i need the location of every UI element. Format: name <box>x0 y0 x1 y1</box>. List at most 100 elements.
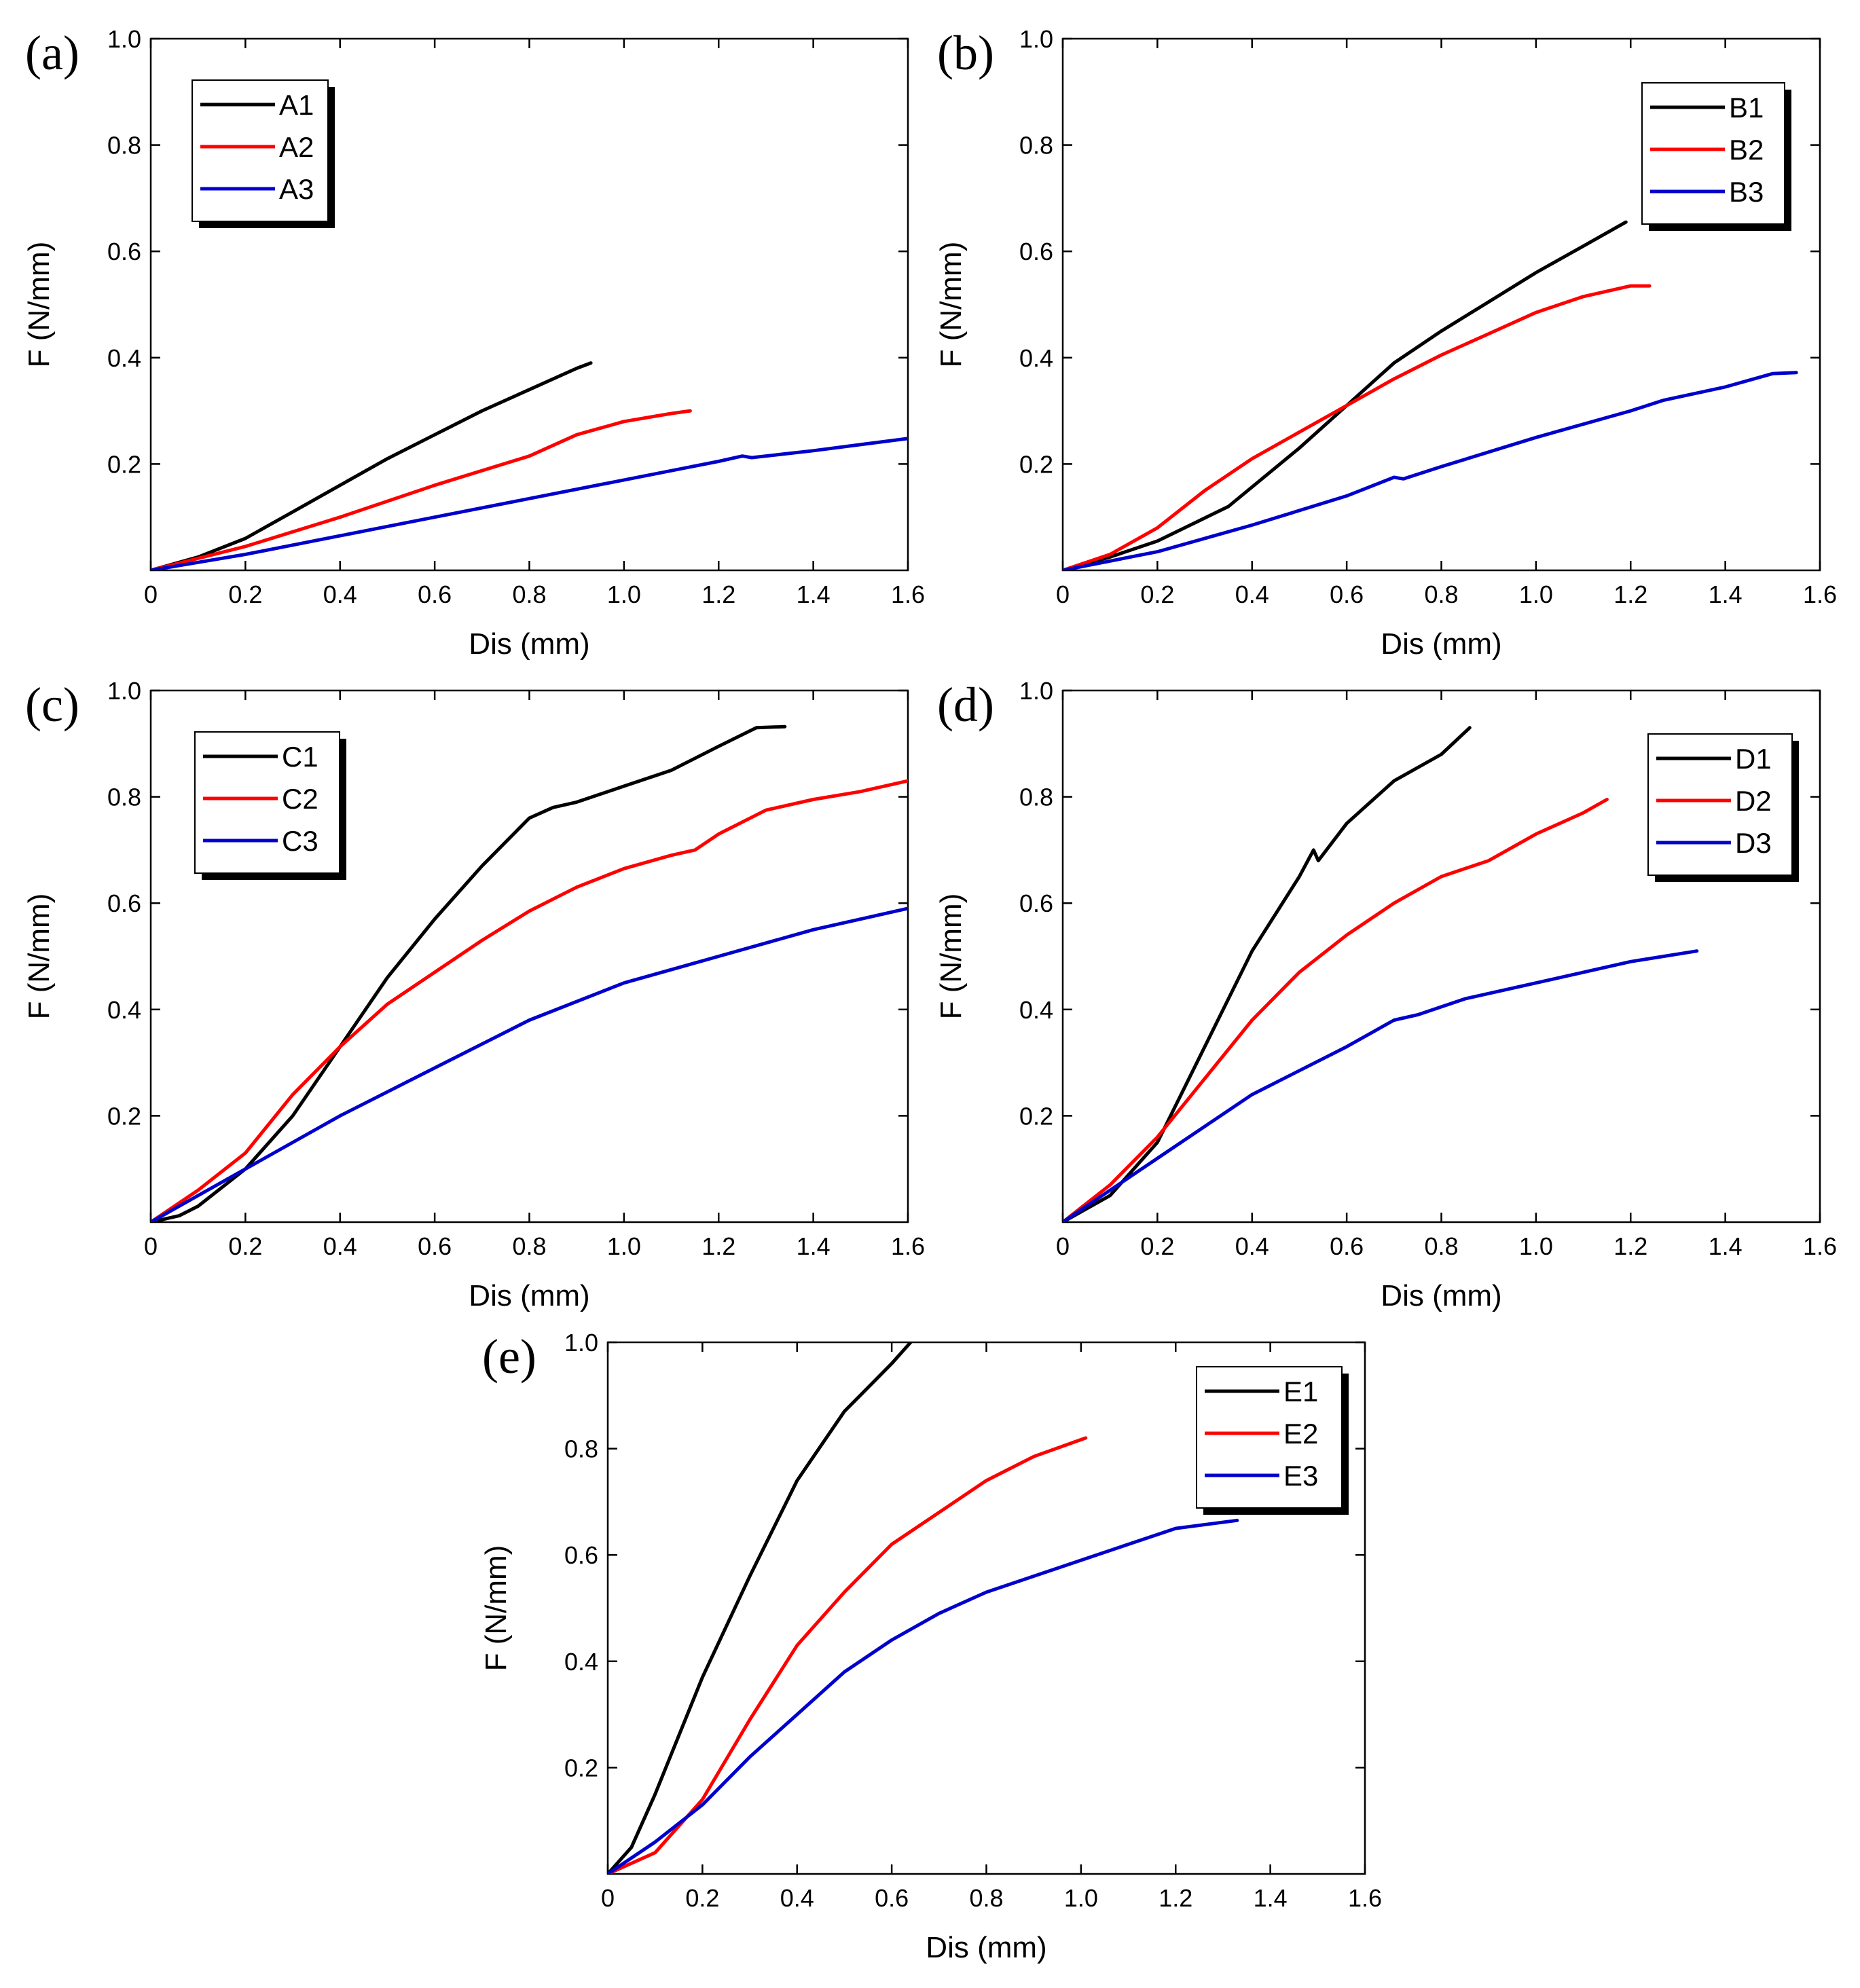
x-tick-label: 0.8 <box>1424 581 1458 608</box>
x-tick-label: 0 <box>144 1232 158 1260</box>
x-tick-label: 1.4 <box>797 581 831 608</box>
panel-c: 0 0.2 0.4 0.6 0.8 1.0 1.2 1.4 1.6 0.2 0.4 0.6 0.8 1.0… <box>22 677 925 1312</box>
x-tick-label: 0.8 <box>512 581 546 608</box>
x-tick-label: 0 <box>601 1884 615 1912</box>
x-axis-title: Dis (mm) <box>1381 627 1501 661</box>
series-line-C2 <box>151 779 908 1222</box>
series-line-E2 <box>608 1436 1088 1874</box>
panel-label: (e) <box>482 1329 536 1384</box>
legend-label-D2: D2 <box>1735 785 1772 817</box>
x-tick-label: 0.8 <box>1424 1232 1458 1260</box>
x-tick-label: 1.6 <box>1803 1232 1837 1260</box>
x-tick-label: 1.6 <box>891 581 925 608</box>
y-tick-label: 1.0 <box>1019 677 1053 705</box>
x-tick-label: 0.2 <box>685 1884 719 1912</box>
x-tick-label: 1.2 <box>1613 1232 1647 1260</box>
y-tick-label: 1.0 <box>1019 25 1053 53</box>
x-tick-label: 0.6 <box>418 581 452 608</box>
y-tick-label: 0.6 <box>107 889 141 917</box>
x-tick-label: 0.6 <box>418 1232 452 1260</box>
x-tick-label: 1.4 <box>1254 1884 1288 1912</box>
x-tick-label: 1.2 <box>701 581 735 608</box>
legend-label-E3: E3 <box>1283 1460 1318 1492</box>
y-axis-title: F (N/mm) <box>22 242 56 368</box>
x-axis-title: Dis (mm) <box>469 1279 589 1312</box>
x-tick-label: 0.4 <box>323 1232 357 1260</box>
x-tick-label: 0.8 <box>512 1232 546 1260</box>
x-tick-label: 1.2 <box>1613 581 1647 608</box>
y-tick-label: 0.6 <box>1019 238 1053 265</box>
panel-label: (d) <box>937 678 994 732</box>
series-line-B3 <box>1063 371 1798 570</box>
y-axis-title: F (N/mm) <box>934 894 968 1020</box>
x-tick-label: 0.8 <box>969 1884 1003 1912</box>
series-line-A3 <box>151 437 908 570</box>
y-tick-label: 1.0 <box>564 1329 598 1357</box>
y-tick-label: 0.2 <box>1019 450 1053 478</box>
y-tick-label: 0.6 <box>1019 889 1053 917</box>
x-tick-label: 1.0 <box>1519 581 1553 608</box>
x-tick-label: 0.4 <box>1235 581 1269 608</box>
x-tick-label: 1.0 <box>1519 1232 1553 1260</box>
panel-label: (b) <box>937 26 994 80</box>
panel-label: (a) <box>25 26 79 80</box>
y-tick-label: 0.8 <box>564 1435 598 1463</box>
panel-d: 0 0.2 0.4 0.6 0.8 1.0 1.2 1.4 1.6 0.2 0.4 0.6 0.8 1.0… <box>934 677 1837 1312</box>
y-tick-label: 0.4 <box>1019 996 1053 1024</box>
legend-label-E1: E1 <box>1283 1376 1318 1407</box>
y-tick-label: 0.6 <box>107 238 141 265</box>
legend-label-A3: A3 <box>279 173 314 205</box>
legend-label-D1: D1 <box>1735 743 1772 775</box>
y-tick-label: 1.0 <box>107 25 141 53</box>
x-tick-label: 0 <box>144 581 158 608</box>
x-tick-label: 0 <box>1056 581 1070 608</box>
y-tick-label: 0.2 <box>107 1102 141 1130</box>
x-tick-label: 0.6 <box>1330 581 1364 608</box>
series-line-C3 <box>151 906 908 1222</box>
x-tick-label: 1.4 <box>1709 1232 1743 1260</box>
x-tick-label: 0.2 <box>228 581 262 608</box>
y-tick-label: 0.8 <box>1019 784 1053 811</box>
y-tick-label: 0.8 <box>107 132 141 160</box>
legend: C1 C2 C3 <box>194 731 346 880</box>
legend-label-A2: A2 <box>279 131 314 163</box>
x-axis-title: Dis (mm) <box>926 1931 1046 1964</box>
legend-label-C3: C3 <box>282 825 318 857</box>
series-line-A2 <box>151 409 692 570</box>
x-tick-label: 0.4 <box>1235 1232 1269 1260</box>
x-axis-title: Dis (mm) <box>469 627 589 661</box>
x-tick-label: 1.4 <box>797 1232 831 1260</box>
x-tick-label: 1.2 <box>1159 1884 1192 1912</box>
series-line-C1 <box>151 724 787 1222</box>
series-line-A1 <box>151 361 593 570</box>
y-tick-label: 0.2 <box>1019 1102 1053 1130</box>
x-tick-label: 0.2 <box>228 1232 262 1260</box>
x-tick-label: 0 <box>1056 1232 1070 1260</box>
series-line-B2 <box>1063 284 1652 570</box>
y-tick-label: 0.4 <box>107 996 141 1024</box>
x-axis-title: Dis (mm) <box>1381 1279 1501 1312</box>
y-tick-label: 0.8 <box>1019 132 1053 160</box>
legend: A1 A2 A3 <box>192 79 335 228</box>
series-line-D3 <box>1063 949 1699 1222</box>
panel-a: 0 0.2 0.4 0.6 0.8 1.0 1.2 1.4 1.6 0.2 0.4 0.6 0.8 1.0… <box>22 25 925 661</box>
y-tick-label: 0.4 <box>564 1648 598 1676</box>
y-tick-label: 0.4 <box>107 344 141 372</box>
series-line-D2 <box>1063 798 1609 1222</box>
series-line-D1 <box>1063 726 1472 1222</box>
x-tick-label: 1.6 <box>1348 1884 1382 1912</box>
x-tick-label: 0.2 <box>1140 1232 1174 1260</box>
x-tick-label: 0.6 <box>1330 1232 1364 1260</box>
y-tick-label: 0.8 <box>107 784 141 811</box>
y-tick-label: 0.4 <box>1019 344 1053 372</box>
x-tick-label: 0.2 <box>1140 581 1174 608</box>
legend-label-C2: C2 <box>282 783 318 815</box>
legend-label-D3: D3 <box>1735 827 1772 859</box>
y-axis-title: F (N/mm) <box>479 1545 513 1672</box>
x-tick-label: 0.6 <box>875 1884 909 1912</box>
x-tick-label: 0.4 <box>323 581 357 608</box>
x-tick-label: 1.0 <box>607 581 641 608</box>
legend-label-E2: E2 <box>1283 1418 1318 1450</box>
legend-label-B2: B2 <box>1729 134 1764 166</box>
